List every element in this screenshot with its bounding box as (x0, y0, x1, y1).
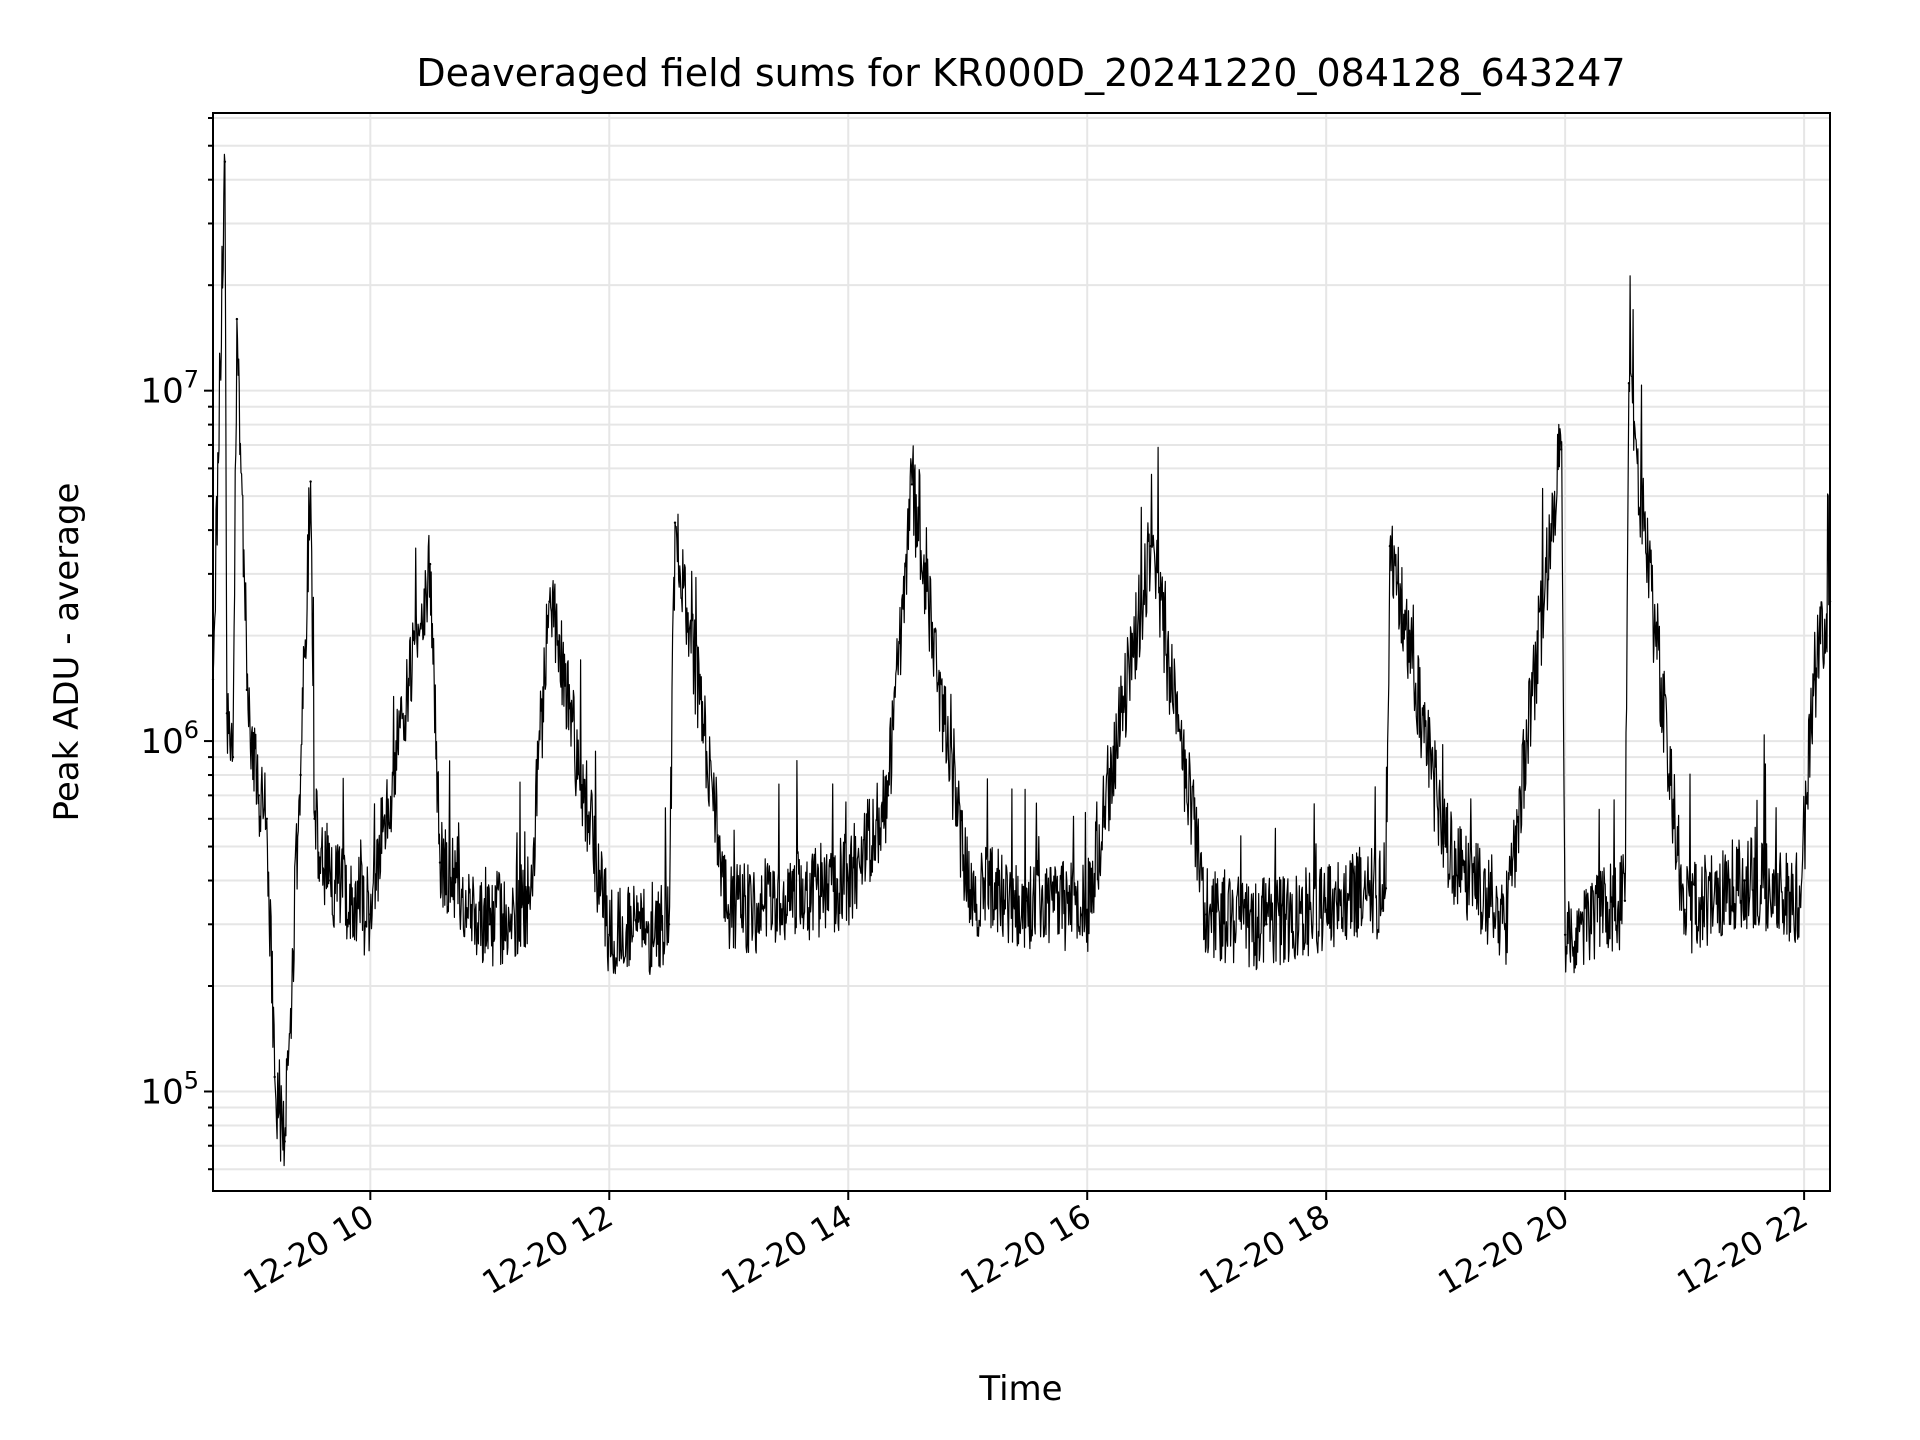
data-point (1504, 923, 1507, 926)
data-point (1265, 923, 1268, 926)
data-point (910, 483, 914, 486)
data-point (1683, 908, 1686, 911)
grid (213, 113, 1830, 1191)
series-line (212, 153, 1831, 1167)
data-point (667, 923, 671, 926)
data-point (787, 899, 790, 902)
data-point (727, 913, 730, 916)
plot-frame (212, 112, 1831, 1192)
data-point (1026, 899, 1029, 902)
data-point (273, 1075, 276, 1079)
data-point (966, 887, 969, 890)
data-point (245, 688, 249, 692)
y-tick-label: 107 (140, 366, 199, 412)
data-point (1560, 448, 1563, 451)
data-point (1149, 544, 1153, 548)
data-point (265, 817, 268, 820)
data-point (283, 1140, 286, 1143)
data-point (1444, 845, 1447, 848)
data-point (1627, 382, 1631, 385)
chart-title: Deaveraged field sums for KR000D_2024122… (416, 51, 1625, 95)
data-point (1563, 933, 1567, 936)
data-point (608, 933, 611, 936)
data-point (528, 899, 531, 902)
data-point (548, 600, 551, 603)
data-point (299, 773, 302, 777)
data-point (428, 562, 432, 566)
data-point (329, 879, 332, 882)
y-axis-label: Peak ADU - average (47, 483, 87, 822)
data-point (309, 480, 312, 483)
data-point (257, 794, 260, 797)
data-point (235, 317, 239, 321)
data-point (886, 794, 890, 797)
data-point (1205, 913, 1208, 916)
data-point (223, 160, 227, 163)
data-area (211, 153, 1832, 1167)
x-axis-label: Time (978, 1369, 1062, 1409)
data-point (847, 879, 850, 882)
data-point (488, 923, 491, 926)
data-point (1384, 887, 1388, 890)
data-point (1812, 678, 1816, 681)
y-tick-label: 105 (140, 1066, 199, 1112)
data-point (369, 913, 372, 916)
data-point (438, 861, 442, 864)
data-point (1325, 908, 1328, 911)
data-point (1743, 879, 1746, 882)
data-point (225, 712, 229, 715)
data-point (231, 755, 235, 759)
data-point (1798, 899, 1802, 902)
data-point (313, 817, 316, 820)
data-point (673, 521, 677, 524)
data-point (1086, 908, 1089, 911)
y-tick-label: 106 (140, 716, 199, 762)
data-point (1388, 544, 1392, 548)
data-point (1623, 899, 1627, 902)
